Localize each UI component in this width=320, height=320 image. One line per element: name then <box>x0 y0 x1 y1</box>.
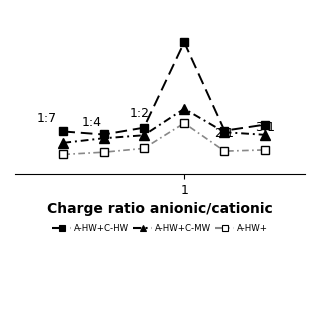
Text: 1:7: 1:7 <box>37 112 57 125</box>
Text: 3:1: 3:1 <box>255 121 275 134</box>
Text: 2:1: 2:1 <box>214 127 235 140</box>
Legend: A-HW+C-HW, A-HW+C-MW, A-HW+: A-HW+C-HW, A-HW+C-MW, A-HW+ <box>49 220 271 236</box>
X-axis label: Charge ratio anionic/cationic: Charge ratio anionic/cationic <box>47 202 273 216</box>
Text: 1:2: 1:2 <box>130 107 150 120</box>
Text: 1:4: 1:4 <box>82 116 101 129</box>
